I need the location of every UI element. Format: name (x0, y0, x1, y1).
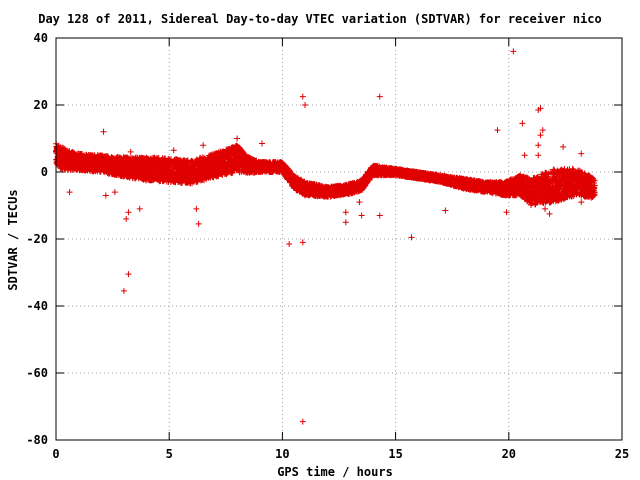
chart-title: Day 128 of 2011, Sidereal Day-to-day VTE… (38, 12, 602, 26)
data-points (53, 48, 598, 425)
grid-lines (56, 38, 622, 440)
